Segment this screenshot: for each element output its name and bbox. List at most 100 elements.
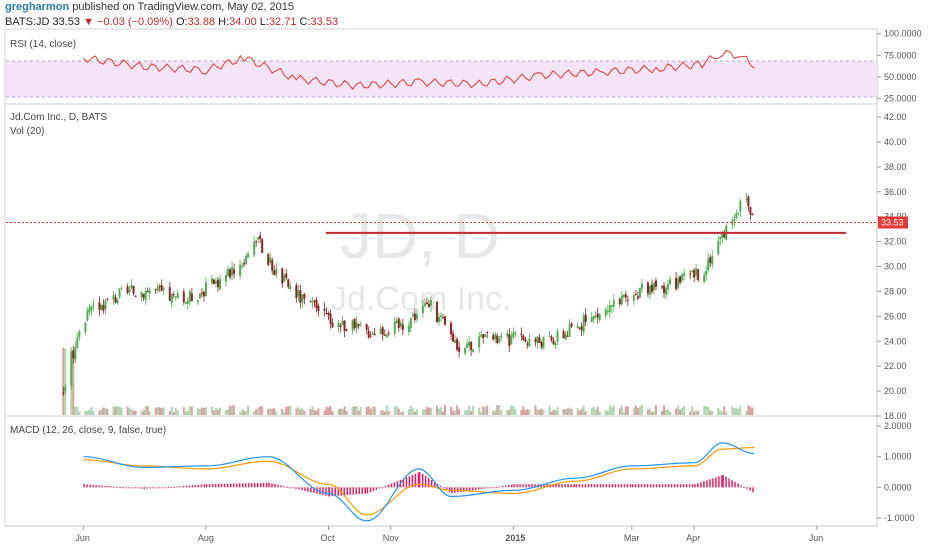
volume-bar bbox=[186, 410, 189, 415]
volume-bar bbox=[550, 411, 553, 415]
pane-frames bbox=[4, 28, 878, 527]
volume-bar bbox=[64, 348, 67, 415]
volume-bar bbox=[486, 405, 489, 415]
volume-bar bbox=[259, 406, 262, 415]
candle-body bbox=[259, 235, 262, 240]
volume-bar bbox=[661, 411, 664, 415]
candle-body bbox=[596, 313, 599, 318]
macd-histogram-bar bbox=[110, 486, 112, 488]
macd-histogram-bar bbox=[706, 480, 708, 488]
macd-histogram-bar bbox=[113, 486, 115, 488]
author-name[interactable]: gregharmon bbox=[5, 1, 70, 13]
candle-body bbox=[299, 290, 302, 303]
candle-body bbox=[202, 291, 205, 297]
macd-histogram-bar bbox=[274, 484, 276, 488]
volume-bar bbox=[383, 411, 386, 415]
macd-histogram-bar bbox=[581, 484, 584, 488]
rsi-band bbox=[6, 61, 877, 97]
rsi-tick-label: 50.0000 bbox=[884, 72, 917, 82]
candle-body bbox=[64, 386, 67, 392]
published-text: published on TradingView.com, May 02, 20… bbox=[72, 1, 295, 13]
macd-histogram-bar bbox=[375, 487, 378, 490]
candle-body bbox=[711, 256, 714, 265]
macd-line bbox=[83, 442, 755, 522]
macd-histogram-bar bbox=[319, 487, 321, 495]
volume-bar bbox=[371, 406, 374, 415]
macd-histogram-bar bbox=[552, 484, 554, 488]
candle-body bbox=[134, 295, 137, 297]
volume-bar bbox=[691, 406, 694, 415]
macd-histogram-bar bbox=[424, 475, 427, 488]
volume-bar bbox=[454, 410, 457, 415]
macd-histogram-bar bbox=[558, 484, 560, 488]
macd-histogram-bar bbox=[697, 483, 699, 488]
candle-body bbox=[624, 294, 627, 298]
volume-bar bbox=[156, 407, 159, 415]
macd-histogram-bar bbox=[752, 487, 754, 493]
candle-body bbox=[401, 324, 404, 331]
macd-histogram-bar bbox=[460, 487, 462, 493]
macd-signal-line bbox=[83, 446, 755, 516]
candle-body bbox=[683, 272, 686, 276]
volume-bar bbox=[725, 411, 728, 415]
macd-histogram-bar bbox=[283, 486, 285, 488]
volume-bar bbox=[425, 406, 428, 415]
macd-histogram-bar bbox=[307, 487, 309, 492]
macd-histogram-bar bbox=[725, 476, 727, 488]
macd-histogram-bar bbox=[101, 485, 103, 488]
candle-body bbox=[311, 300, 314, 303]
macd-histogram-bar bbox=[378, 487, 381, 489]
time-tick-label: Mar bbox=[624, 533, 640, 543]
volume-bar bbox=[508, 409, 511, 415]
volume-bar bbox=[227, 409, 230, 415]
volume-bar bbox=[120, 407, 123, 415]
macd-histogram-bar bbox=[122, 487, 124, 489]
candle-body bbox=[464, 347, 467, 354]
volume-bar bbox=[705, 405, 708, 415]
macd-histogram-bar bbox=[250, 483, 253, 488]
volume-bar bbox=[427, 407, 430, 415]
candle-body bbox=[156, 286, 159, 291]
macd-label: MACD (12, 26, close, 9, false, true) bbox=[10, 425, 166, 436]
volume-bar bbox=[604, 410, 607, 415]
macd-histogram-bar bbox=[718, 476, 720, 488]
volume-bar bbox=[435, 405, 438, 415]
volume-bar bbox=[552, 409, 555, 415]
macd-histogram-bar bbox=[703, 481, 705, 488]
macd-histogram-bar bbox=[271, 483, 273, 488]
volume-label: Vol (20) bbox=[10, 126, 44, 137]
volume-bar bbox=[494, 410, 497, 415]
volume-bar bbox=[608, 405, 611, 415]
volume-bar bbox=[247, 405, 250, 415]
volume-bar bbox=[241, 409, 244, 415]
volume-bar bbox=[146, 406, 149, 415]
candle-body bbox=[331, 322, 334, 328]
candle-body bbox=[241, 265, 244, 267]
candle-body bbox=[496, 335, 499, 344]
candle-body bbox=[675, 277, 678, 289]
macd-histogram-bar bbox=[505, 485, 507, 488]
volume-bar bbox=[154, 407, 157, 415]
candle-body bbox=[582, 315, 585, 333]
candle-body bbox=[735, 213, 738, 219]
macd-histogram-bar bbox=[682, 484, 685, 488]
candle-body bbox=[295, 285, 298, 299]
macd-histogram-bar bbox=[352, 487, 354, 495]
candle-body bbox=[747, 196, 750, 207]
low-label: L: bbox=[259, 16, 269, 28]
macd-histogram-bar bbox=[128, 487, 130, 489]
volume-bar bbox=[188, 406, 191, 415]
macd-histogram-bar bbox=[417, 472, 420, 488]
volume-bar bbox=[576, 407, 579, 415]
candle-body bbox=[255, 241, 258, 243]
low-value: 32.71 bbox=[268, 16, 297, 28]
macd-histogram-bar bbox=[499, 486, 501, 488]
candle-body bbox=[409, 318, 412, 328]
macd-histogram-bar bbox=[191, 485, 194, 488]
volume-bar bbox=[506, 410, 509, 415]
candle-body bbox=[466, 343, 469, 348]
volume-bar bbox=[590, 408, 593, 415]
macd-histogram-bar bbox=[740, 485, 742, 488]
candle-body bbox=[357, 324, 360, 327]
